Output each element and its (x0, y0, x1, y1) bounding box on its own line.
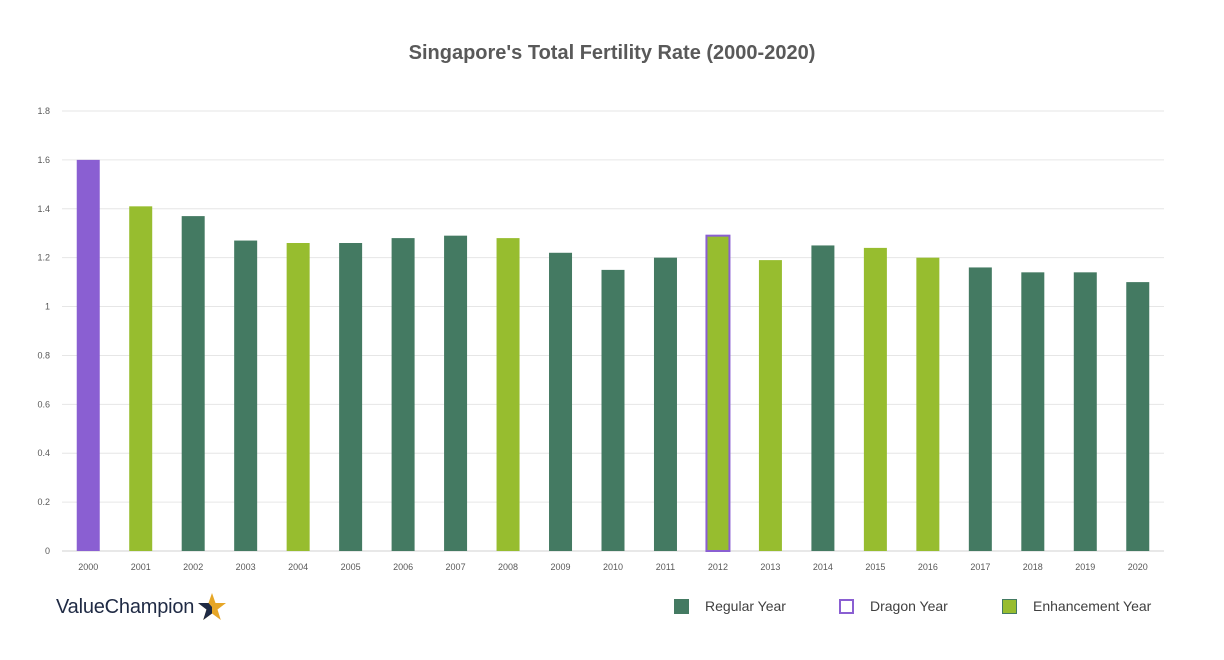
bar-2006 (391, 238, 415, 551)
bar-2017 (968, 267, 992, 551)
y-tick-label: 0.4 (37, 448, 50, 458)
legend-item-enhancement: Enhancement Year (1002, 598, 1151, 614)
legend-label-dragon: Dragon Year (870, 598, 948, 614)
x-tick-label: 2008 (498, 562, 518, 572)
y-tick-label: 0.2 (37, 497, 50, 507)
x-tick-label: 2014 (813, 562, 833, 572)
x-tick-label: 2010 (603, 562, 623, 572)
bar-2012 (705, 234, 731, 553)
x-tick-label: 2020 (1128, 562, 1148, 572)
legend-label-enhancement: Enhancement Year (1033, 598, 1152, 614)
bar-2002 (181, 216, 205, 551)
x-tick-label: 2002 (183, 562, 203, 572)
bar-2007 (444, 235, 468, 551)
x-tick-label: 2007 (446, 562, 466, 572)
y-tick-label: 0 (45, 546, 50, 556)
legend-swatch-dragon (839, 598, 854, 614)
legend-swatch-enhancement (1002, 598, 1017, 614)
x-tick-label: 2016 (918, 562, 938, 572)
bar-2005 (339, 243, 363, 551)
legend-item-regular: Regular Year (674, 598, 786, 614)
y-tick-label: 1.8 (37, 106, 50, 116)
x-tick-label: 2018 (1023, 562, 1043, 572)
bar-2004 (286, 243, 310, 551)
bar-2001 (129, 206, 153, 552)
x-tick-label: 2000 (78, 562, 98, 572)
x-tick-label: 2017 (970, 562, 990, 572)
y-tick-label: 0.6 (37, 399, 50, 409)
y-tick-label: 1 (45, 302, 50, 312)
chart-title: Singapore's Total Fertility Rate (2000-2… (408, 42, 816, 64)
legend-swatch-regular (674, 598, 689, 614)
star-icon (198, 593, 227, 620)
x-tick-label: 2019 (1075, 562, 1095, 572)
bar-2011 (653, 257, 677, 551)
x-tick-label: 2005 (341, 562, 361, 572)
brand-name: ValueChampion (56, 595, 195, 618)
y-tick-label: 1.4 (37, 204, 50, 214)
x-tick-label: 2013 (760, 562, 780, 572)
x-tick-label: 2003 (236, 562, 256, 572)
bar-2015 (863, 247, 887, 551)
legend-item-dragon: Dragon Year (839, 598, 948, 614)
bar-2018 (1021, 272, 1045, 551)
legend-label-regular: Regular Year (705, 598, 786, 614)
x-tick-label: 2009 (551, 562, 571, 572)
x-tick-label: 2001 (131, 562, 151, 572)
bar-2019 (1073, 272, 1097, 551)
x-tick-label: 2015 (865, 562, 885, 572)
x-tick-label: 2004 (288, 562, 308, 572)
bar-2016 (916, 257, 940, 551)
bar-2010 (601, 269, 625, 551)
bar-2003 (234, 240, 258, 552)
y-tick-label: 0.8 (37, 350, 50, 360)
x-tick-label: 2012 (708, 562, 728, 572)
y-tick-label: 1.6 (37, 155, 50, 165)
bar-2014 (811, 245, 835, 551)
bar-2009 (549, 252, 573, 551)
bar-2020 (1126, 282, 1150, 551)
y-axis-tick-labels: 0 0.2 0.4 0.6 0.8 1 1.2 1.4 1.6 1.8 (37, 106, 50, 556)
y-tick-label: 1.2 (37, 253, 50, 263)
bar-2013 (758, 260, 782, 551)
x-axis-tick-labels: 2000 2001 2002 2003 2004 2005 2006 2007 2008 2009… (78, 562, 1148, 572)
bar-2000 (76, 159, 100, 551)
brand-logo: ValueChampion (56, 592, 228, 622)
x-tick-label: 2011 (656, 562, 675, 572)
bars (76, 159, 1150, 553)
bar-2008 (496, 238, 520, 551)
x-tick-label: 2006 (393, 562, 413, 572)
